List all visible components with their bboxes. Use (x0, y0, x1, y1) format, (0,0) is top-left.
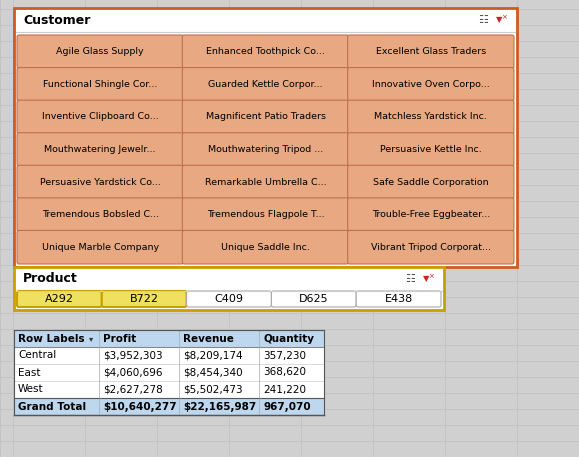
Bar (14, 330, 324, 347)
Text: Customer: Customer (23, 14, 90, 27)
FancyBboxPatch shape (17, 68, 184, 101)
Text: Guarded Kettle Corpor...: Guarded Kettle Corpor... (208, 80, 323, 89)
FancyBboxPatch shape (182, 198, 349, 231)
Text: $2,627,278: $2,627,278 (103, 384, 163, 394)
FancyBboxPatch shape (17, 100, 184, 134)
Text: Functional Shingle Cor...: Functional Shingle Cor... (43, 80, 157, 89)
FancyBboxPatch shape (347, 230, 514, 264)
Text: $10,640,277: $10,640,277 (103, 402, 177, 411)
Text: B722: B722 (130, 294, 159, 304)
Text: ▼: ▼ (423, 275, 429, 283)
Text: Row Labels: Row Labels (18, 334, 85, 344)
Bar (14, 364, 324, 381)
Text: Safe Saddle Corporation: Safe Saddle Corporation (373, 178, 489, 186)
Text: $8,209,174: $8,209,174 (183, 351, 243, 361)
Text: Revenue: Revenue (183, 334, 234, 344)
Text: Profit: Profit (103, 334, 136, 344)
Text: $22,165,987: $22,165,987 (183, 402, 256, 411)
Bar (14, 347, 324, 364)
Text: $8,454,340: $8,454,340 (183, 367, 243, 377)
FancyBboxPatch shape (186, 291, 272, 307)
Text: Excellent Glass Traders: Excellent Glass Traders (376, 47, 486, 56)
Text: Trouble-Free Eggbeater...: Trouble-Free Eggbeater... (372, 210, 490, 219)
Text: Innovative Oven Corpo...: Innovative Oven Corpo... (372, 80, 490, 89)
Text: Mouthwatering Tripod ...: Mouthwatering Tripod ... (208, 145, 323, 154)
Text: West: West (18, 384, 43, 394)
Bar (14, 398, 324, 415)
FancyBboxPatch shape (17, 198, 184, 231)
Text: 967,070: 967,070 (263, 402, 310, 411)
Text: Vibrant Tripod Corporat...: Vibrant Tripod Corporat... (371, 243, 491, 252)
Text: Persuasive Yardstick Co...: Persuasive Yardstick Co... (40, 178, 160, 186)
Text: East: East (18, 367, 41, 377)
Text: Tremendous Flagpole T...: Tremendous Flagpole T... (207, 210, 324, 219)
FancyBboxPatch shape (347, 68, 514, 101)
FancyBboxPatch shape (347, 100, 514, 134)
Text: ▼: ▼ (496, 16, 502, 25)
Text: $4,060,696: $4,060,696 (103, 367, 163, 377)
Text: 357,230: 357,230 (263, 351, 306, 361)
FancyBboxPatch shape (17, 165, 184, 199)
FancyBboxPatch shape (182, 35, 349, 69)
Bar (14, 267, 444, 310)
FancyBboxPatch shape (356, 291, 441, 307)
Text: $3,952,303: $3,952,303 (103, 351, 163, 361)
Text: Product: Product (23, 272, 78, 286)
Text: Tremendous Bobsled C...: Tremendous Bobsled C... (42, 210, 159, 219)
FancyBboxPatch shape (182, 133, 349, 166)
FancyBboxPatch shape (347, 165, 514, 199)
Text: ☷: ☷ (478, 15, 488, 25)
Text: Enhanced Toothpick Co...: Enhanced Toothpick Co... (206, 47, 325, 56)
Text: Agile Glass Supply: Agile Glass Supply (56, 47, 144, 56)
Text: ☷: ☷ (405, 274, 415, 284)
Text: A292: A292 (45, 294, 74, 304)
Text: Central: Central (18, 351, 56, 361)
Text: Inventive Clipboard Co...: Inventive Clipboard Co... (42, 112, 159, 122)
Text: E438: E438 (384, 294, 413, 304)
Text: Mouthwatering Jewelr...: Mouthwatering Jewelr... (45, 145, 156, 154)
Bar (14, 8, 517, 267)
Text: 241,220: 241,220 (263, 384, 306, 394)
FancyBboxPatch shape (17, 230, 184, 264)
Text: Persuasive Kettle Inc.: Persuasive Kettle Inc. (380, 145, 482, 154)
FancyBboxPatch shape (17, 133, 184, 166)
Text: Matchless Yardstick Inc.: Matchless Yardstick Inc. (375, 112, 488, 122)
Text: Unique Saddle Inc.: Unique Saddle Inc. (221, 243, 310, 252)
Text: Magnificent Patio Traders: Magnificent Patio Traders (206, 112, 325, 122)
FancyBboxPatch shape (182, 165, 349, 199)
Text: Grand Total: Grand Total (18, 402, 86, 411)
Text: Quantity: Quantity (263, 334, 314, 344)
FancyBboxPatch shape (182, 100, 349, 134)
FancyBboxPatch shape (347, 198, 514, 231)
Text: ▾: ▾ (89, 334, 93, 343)
FancyBboxPatch shape (102, 291, 186, 307)
Text: ×: × (501, 14, 507, 20)
FancyBboxPatch shape (17, 35, 184, 69)
Text: Remarkable Umbrella C...: Remarkable Umbrella C... (205, 178, 327, 186)
FancyBboxPatch shape (17, 291, 102, 307)
Text: $5,502,473: $5,502,473 (183, 384, 243, 394)
Text: D625: D625 (299, 294, 329, 304)
Text: ×: × (428, 273, 434, 279)
FancyBboxPatch shape (182, 230, 349, 264)
Text: C409: C409 (214, 294, 244, 304)
Bar (14, 381, 324, 398)
FancyBboxPatch shape (272, 291, 356, 307)
FancyBboxPatch shape (347, 133, 514, 166)
Text: Unique Marble Company: Unique Marble Company (42, 243, 159, 252)
FancyBboxPatch shape (182, 68, 349, 101)
FancyBboxPatch shape (347, 35, 514, 69)
Text: 368,620: 368,620 (263, 367, 306, 377)
